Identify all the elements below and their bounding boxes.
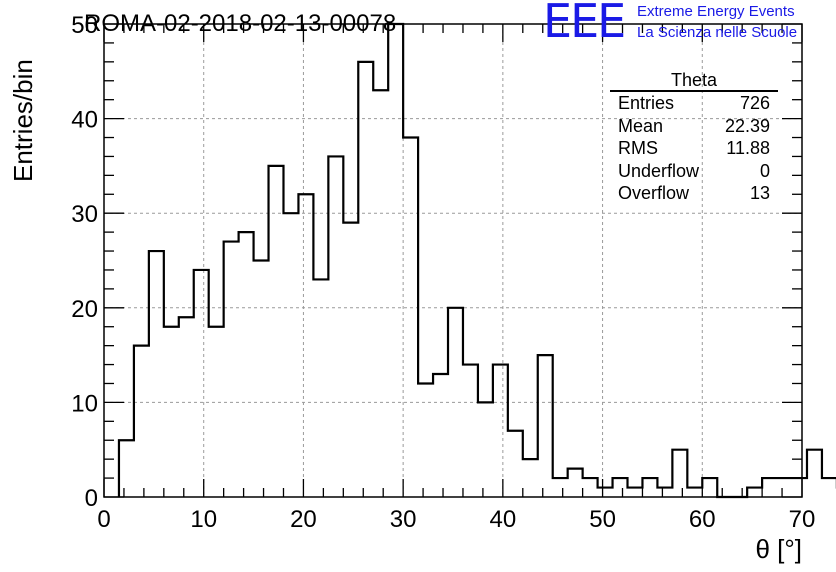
histogram-bin	[269, 166, 284, 497]
histogram-bin	[283, 213, 298, 497]
histogram-bin	[209, 327, 224, 497]
x-tick-label: 70	[789, 506, 816, 533]
y-tick-label: 50	[71, 12, 98, 39]
histogram-bin	[508, 431, 523, 497]
histogram-bin	[762, 478, 777, 497]
histogram-bin	[642, 478, 657, 497]
histogram-series	[117, 22, 836, 499]
x-axis-label: θ [°]	[755, 534, 802, 564]
histogram-bin	[598, 488, 613, 497]
histogram-bin	[702, 478, 717, 497]
histogram-bin	[433, 374, 448, 497]
histogram-bin	[179, 317, 194, 497]
x-tick-label: 40	[490, 506, 517, 533]
stats-row-mean: Mean 22.39	[610, 115, 778, 138]
histogram-bin	[657, 488, 672, 497]
histogram-bin	[613, 478, 628, 497]
y-tick-label: 0	[85, 485, 98, 512]
stats-row-rms: RMS 11.88	[610, 137, 778, 160]
histogram-outline	[117, 22, 836, 499]
histogram-bin	[478, 402, 493, 497]
histogram-bin	[792, 478, 807, 497]
stats-row-overflow: Overflow 13	[610, 182, 778, 205]
histogram-bin	[328, 156, 343, 497]
plot-frame	[103, 23, 803, 498]
stats-value: 22.39	[724, 115, 770, 136]
histogram-bin	[164, 327, 179, 497]
histogram-bin	[373, 90, 388, 497]
stats-value: 11.88	[726, 138, 770, 159]
histogram-bin	[687, 488, 702, 497]
stats-box: Theta Entries 726 Mean 22.39 RMS 11.88 U…	[610, 70, 778, 205]
histogram-bin	[747, 488, 762, 497]
histogram-bin	[628, 488, 643, 497]
x-tick-label: 10	[190, 506, 217, 533]
stats-value: 13	[749, 183, 770, 204]
histogram-bin	[568, 469, 583, 497]
histogram-bin	[777, 478, 792, 497]
histogram-bin	[493, 365, 508, 497]
x-tick-label: 30	[390, 506, 417, 533]
histogram-bin	[239, 232, 254, 497]
x-tick-label: 60	[689, 506, 716, 533]
histogram-bin	[672, 450, 687, 497]
chart-title: ROMA-02-2018-02-13-00078	[84, 10, 397, 37]
stats-label: Entries	[618, 93, 675, 113]
stats-value: 0	[759, 160, 770, 181]
y-tick-label: 30	[71, 201, 98, 228]
histogram-bin	[194, 270, 209, 497]
y-tick-label: 40	[71, 107, 98, 134]
histogram-bin	[254, 261, 269, 498]
x-tick-label: 20	[290, 506, 317, 533]
histogram-bin	[523, 459, 538, 497]
histogram-bin	[388, 24, 403, 497]
histogram-bin	[298, 194, 313, 497]
histogram-bin	[358, 62, 373, 497]
histogram-bin	[403, 138, 418, 497]
y-axis-label: Entries/bin	[8, 59, 38, 182]
stats-row-entries: Entries 726	[610, 92, 778, 115]
stats-label: Underflow	[618, 160, 700, 181]
y-tick-label: 20	[71, 296, 98, 323]
histogram-bin	[343, 223, 358, 497]
y-tick-label: 10	[71, 390, 98, 417]
plot-border	[103, 23, 803, 498]
histogram-bin	[538, 355, 553, 497]
tick-labels: 0 10 20 30 40 50 60 70 0 10 20 30 40 50	[71, 12, 815, 533]
histogram-bin	[822, 478, 836, 497]
stats-value: 726	[739, 93, 770, 113]
histogram-bin	[807, 450, 822, 497]
histogram-bin	[418, 383, 433, 497]
stats-label: Mean	[618, 115, 664, 136]
histogram-bin	[553, 478, 568, 497]
histogram-bin	[448, 308, 463, 497]
histogram-bin	[583, 478, 598, 497]
eee-logo: EEE	[543, 0, 626, 48]
histogram-bin	[134, 346, 149, 497]
stats-row-underflow: Underflow 0	[610, 160, 778, 183]
logo-caption-line2: La Scienza nelle Scuole	[637, 24, 798, 41]
x-tick-label: 50	[589, 506, 616, 533]
histogram-bin	[463, 365, 478, 497]
stats-title: Theta	[610, 70, 778, 92]
histogram-bin	[224, 242, 239, 497]
x-tick-label: 0	[97, 506, 110, 533]
histogram-bin	[313, 279, 328, 497]
histogram-bin	[119, 440, 134, 497]
histogram-bin	[149, 251, 164, 497]
stats-label: RMS	[618, 138, 658, 159]
stats-label: Overflow	[618, 183, 690, 204]
logo-caption-line1: Extreme Energy Events	[637, 3, 795, 20]
